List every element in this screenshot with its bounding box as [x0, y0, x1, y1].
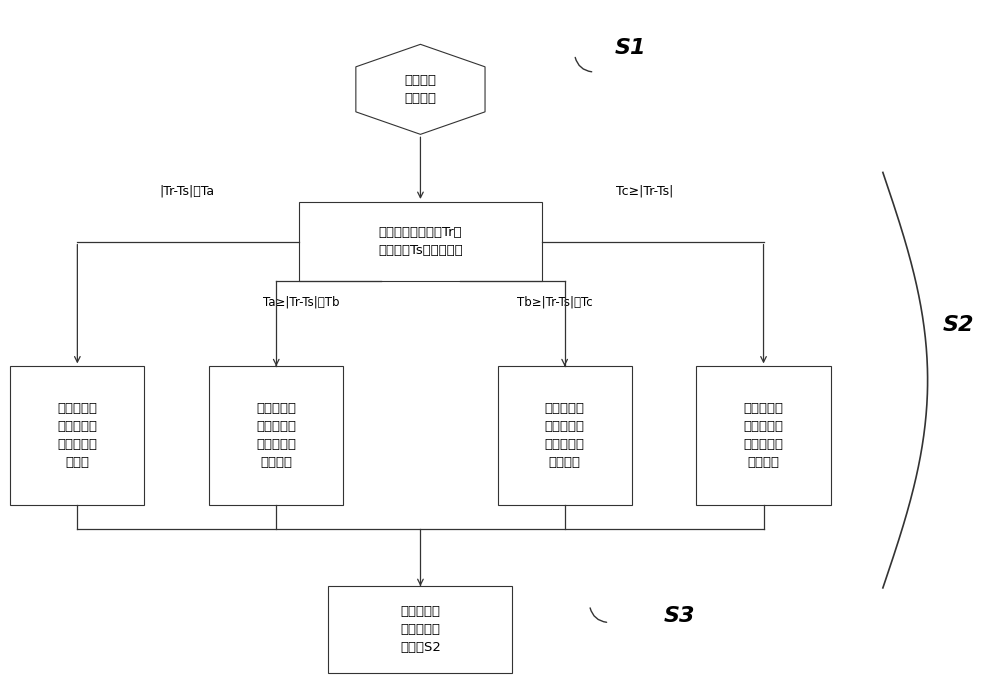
Text: Tb≥|Tr-Ts|＞Tc: Tb≥|Tr-Ts|＞Tc [517, 295, 593, 309]
FancyBboxPatch shape [299, 202, 542, 281]
Text: |Tr-Ts|＞Ta: |Tr-Ts|＞Ta [159, 185, 214, 198]
FancyBboxPatch shape [209, 366, 343, 505]
FancyBboxPatch shape [10, 366, 144, 505]
FancyBboxPatch shape [696, 366, 831, 505]
Text: 第一阀门、
第二阀门均
关闭，压缩
机不运行: 第一阀门、 第二阀门均 关闭，压缩 机不运行 [744, 402, 784, 469]
Text: S3: S3 [664, 606, 696, 625]
Text: 获取当前室内温度Tr与
设定温度Ts并进行比较: 获取当前室内温度Tr与 设定温度Ts并进行比较 [378, 226, 463, 257]
FancyBboxPatch shape [498, 366, 632, 505]
Text: 接收制冷
开机信号: 接收制冷 开机信号 [404, 74, 436, 105]
Polygon shape [356, 45, 485, 134]
Text: 第一阀门打
开，第二阀
门关闭，压
缩机运行: 第一阀门打 开，第二阀 门关闭，压 缩机运行 [256, 402, 296, 469]
Text: Tc≥|Tr-Ts|: Tc≥|Tr-Ts| [616, 185, 673, 198]
Text: S2: S2 [943, 315, 974, 335]
Text: 第一阀门、
第二阀门均
打开，压缩
机运行: 第一阀门、 第二阀门均 打开，压缩 机运行 [57, 402, 97, 469]
FancyBboxPatch shape [328, 586, 512, 673]
Text: Ta≥|Tr-Ts|＞Tb: Ta≥|Tr-Ts|＞Tb [263, 295, 339, 309]
Text: S1: S1 [614, 38, 646, 58]
Text: 每隔设定时
间再次执所
述步骤S2: 每隔设定时 间再次执所 述步骤S2 [400, 605, 441, 654]
Text: 第一阀门关
闭，第二阀
门打开，压
缩机运行: 第一阀门关 闭，第二阀 门打开，压 缩机运行 [545, 402, 585, 469]
